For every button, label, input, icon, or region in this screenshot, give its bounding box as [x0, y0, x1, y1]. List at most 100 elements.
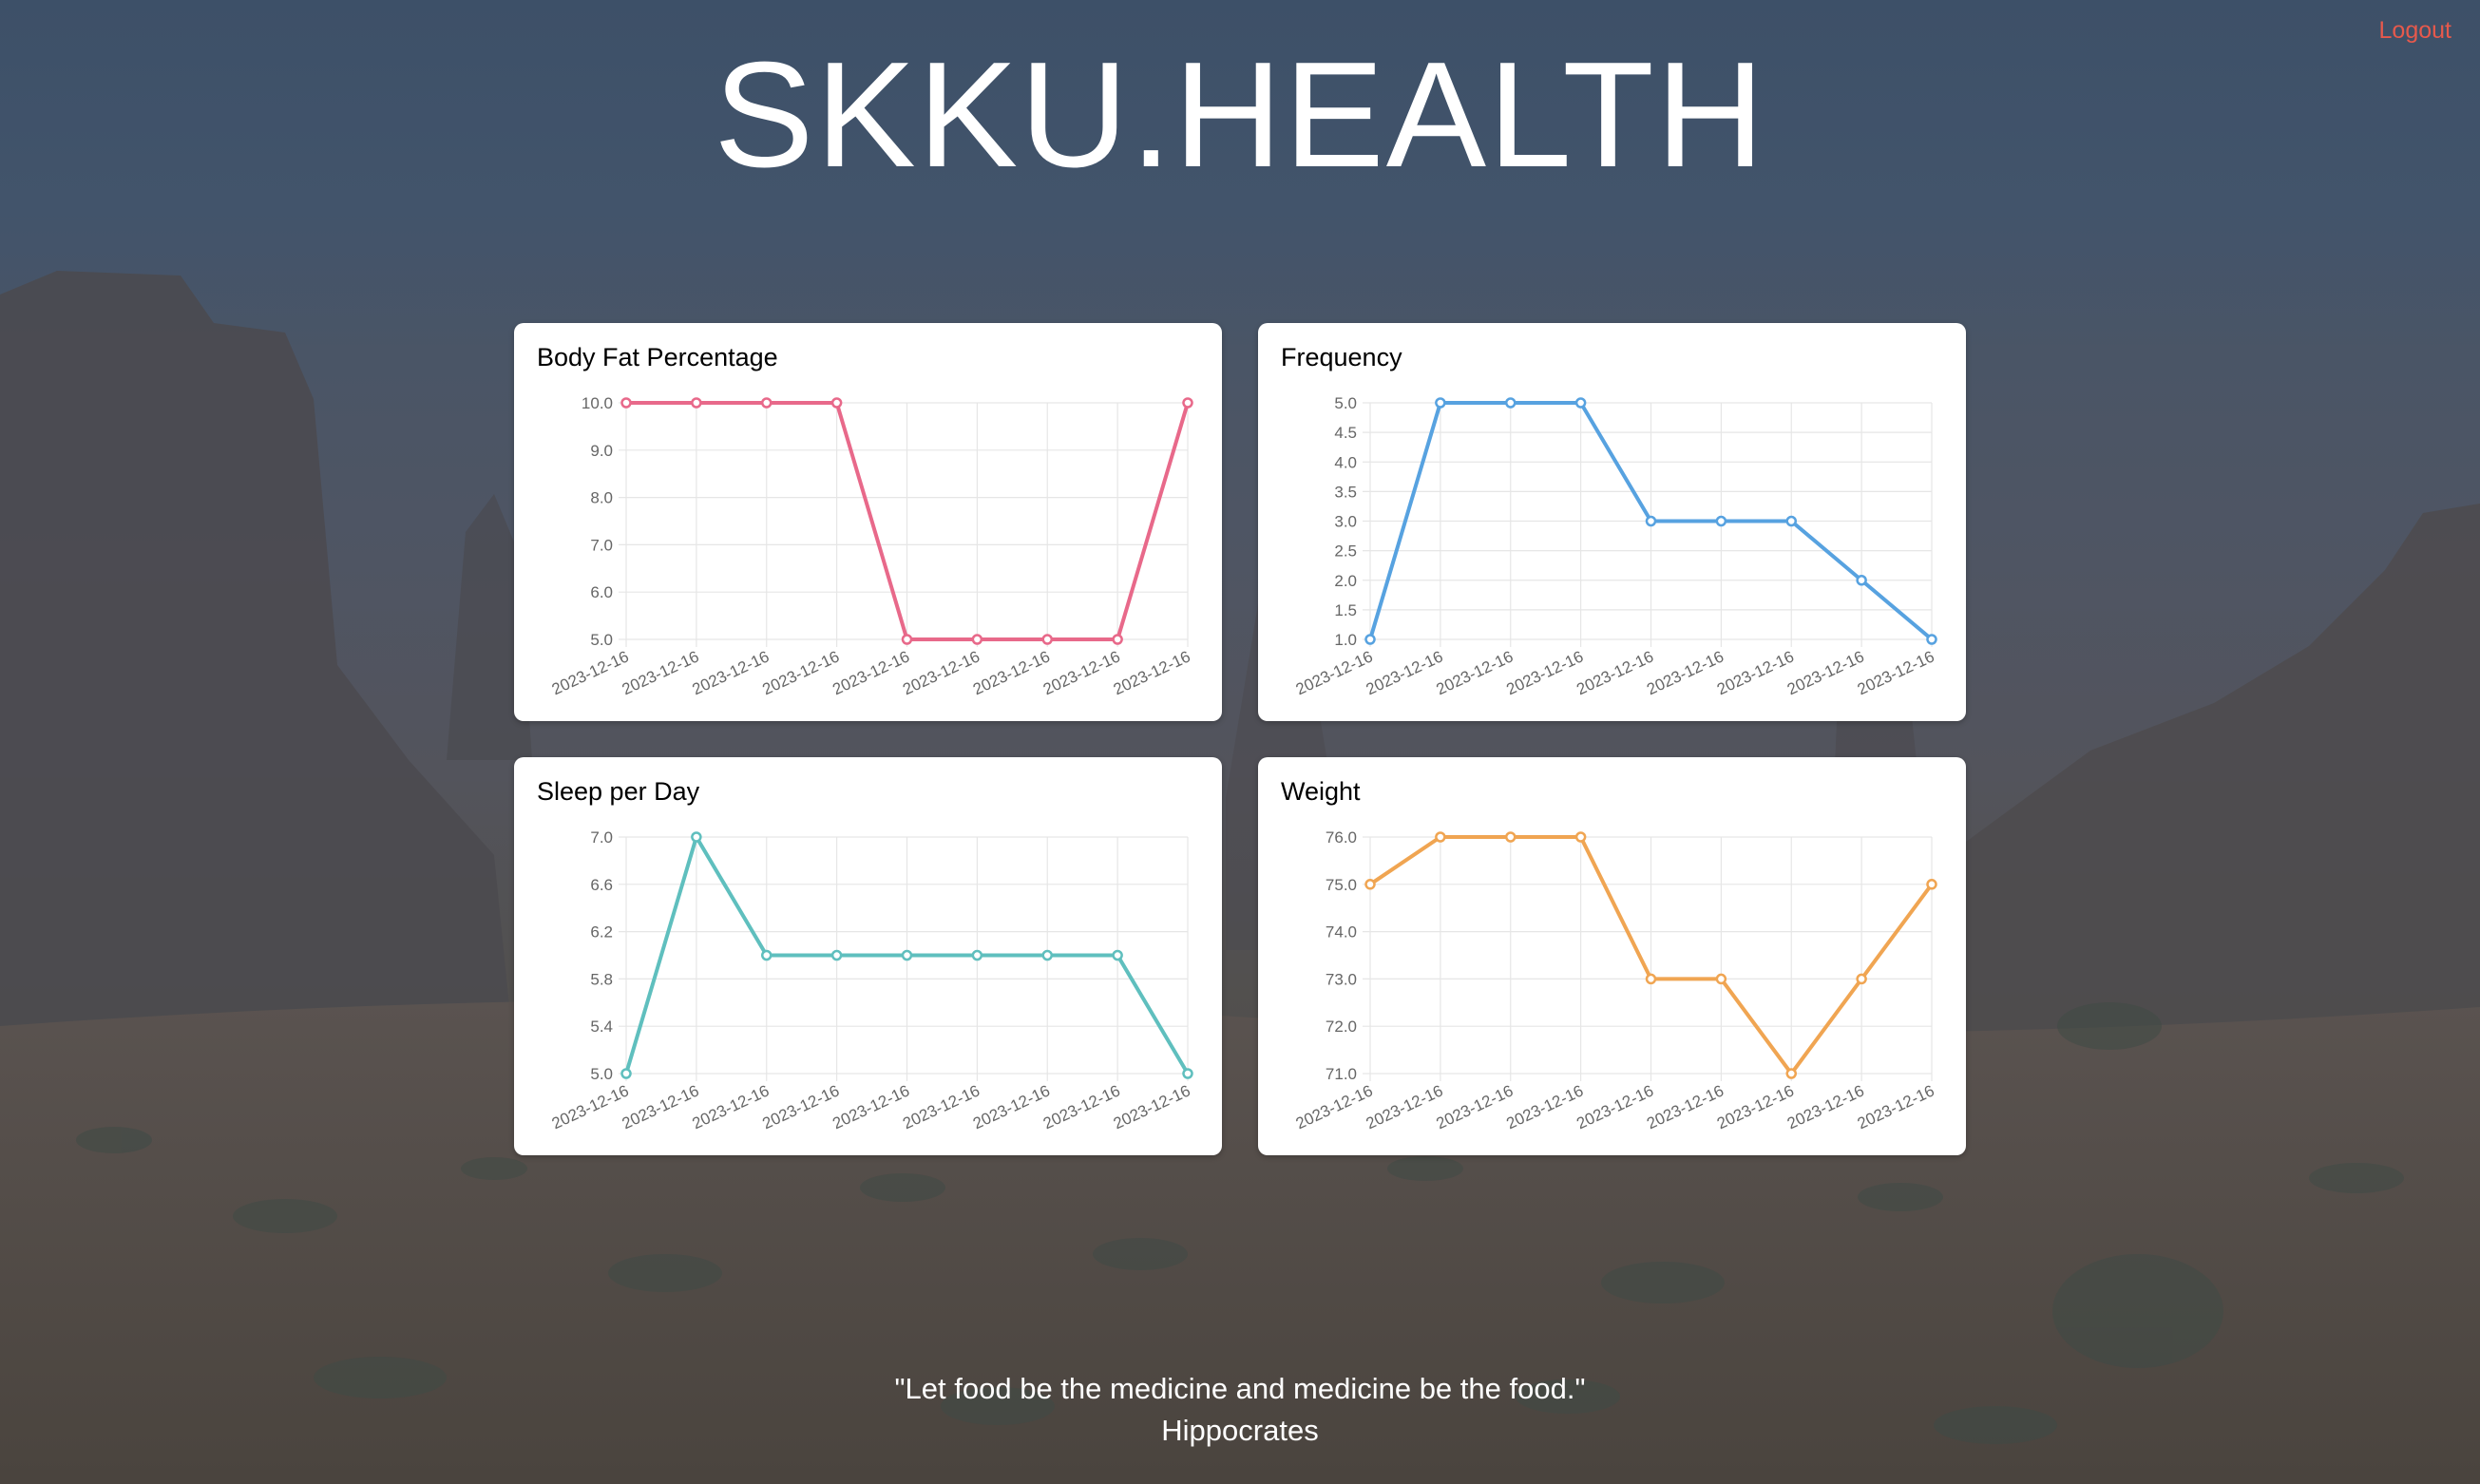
y-tick-label: 8.0: [590, 489, 613, 507]
y-tick-label: 3.5: [1334, 483, 1357, 501]
x-tick-label: 2023-12-16: [1293, 1081, 1376, 1132]
data-point[interactable]: [1435, 831, 1446, 843]
y-tick-label: 4.5: [1334, 424, 1357, 442]
data-point[interactable]: [1112, 949, 1123, 961]
sleep-chart-title: Sleep per Day: [537, 777, 700, 806]
data-point[interactable]: [761, 949, 773, 961]
x-tick-label: 2023-12-16: [1714, 1081, 1797, 1132]
y-tick-label: 4.0: [1334, 453, 1357, 471]
quote-text: "Let food be the medicine and medicine b…: [894, 1372, 1586, 1405]
y-tick-label: 72.0: [1326, 1018, 1357, 1036]
frequency-line-chart: 1.01.52.02.53.03.54.04.55.02023-12-16202…: [1293, 394, 1937, 698]
data-point[interactable]: [691, 831, 702, 843]
x-tick-label: 2023-12-16: [970, 647, 1053, 698]
data-point[interactable]: [1505, 397, 1517, 409]
data-point[interactable]: [620, 1068, 632, 1079]
data-point[interactable]: [1574, 831, 1587, 843]
x-tick-label: 2023-12-16: [620, 647, 702, 698]
logout-link[interactable]: Logout: [2378, 17, 2451, 44]
x-tick-label: 2023-12-16: [759, 647, 842, 698]
data-point[interactable]: [1041, 949, 1053, 961]
x-tick-label: 2023-12-16: [900, 1081, 982, 1132]
y-tick-label: 75.0: [1326, 876, 1357, 894]
frequency-chart-title: Frequency: [1281, 343, 1402, 371]
y-tick-label: 73.0: [1326, 970, 1357, 988]
y-tick-label: 1.5: [1334, 601, 1357, 619]
y-tick-label: 2.5: [1334, 542, 1357, 561]
data-point[interactable]: [1715, 973, 1727, 985]
x-tick-label: 2023-12-16: [1364, 1081, 1446, 1132]
quote-block: "Let food be the medicine and medicine b…: [0, 1368, 2480, 1452]
data-point[interactable]: [1926, 634, 1937, 645]
data-point[interactable]: [1364, 634, 1376, 645]
y-tick-label: 6.6: [590, 876, 613, 894]
x-tick-label: 2023-12-16: [1040, 1081, 1123, 1132]
data-point[interactable]: [1574, 397, 1587, 409]
sleep-chart-card: Sleep per Day 5.0 5.4 5.8 6.2 6.6 7.0 2023-12-…: [514, 757, 1222, 1155]
x-tick-label: 2023-12-16: [1855, 1081, 1937, 1132]
x-tick-label: 2023-12-16: [1644, 647, 1726, 698]
sleep-line-chart: 5.05.45.86.26.67.02023-12-162023-12-1620…: [549, 828, 1193, 1132]
data-point[interactable]: [1645, 515, 1657, 527]
y-tick-label: 74.0: [1326, 923, 1357, 942]
data-point[interactable]: [1364, 879, 1376, 890]
x-tick-label: 2023-12-16: [1503, 647, 1586, 698]
data-point[interactable]: [971, 634, 983, 645]
x-tick-label: 2023-12-16: [1111, 647, 1193, 698]
data-point[interactable]: [1785, 515, 1797, 527]
data-point[interactable]: [691, 397, 702, 409]
data-point[interactable]: [830, 397, 843, 409]
x-tick-label: 2023-12-16: [1503, 1081, 1586, 1132]
data-point[interactable]: [1715, 515, 1727, 527]
data-point[interactable]: [761, 397, 773, 409]
data-point[interactable]: [1856, 575, 1867, 586]
data-point[interactable]: [901, 949, 913, 961]
y-tick-label: 6.0: [590, 583, 613, 601]
y-tick-label: 7.0: [590, 536, 613, 554]
data-point[interactable]: [1435, 397, 1446, 409]
x-tick-label: 2023-12-16: [1714, 647, 1797, 698]
y-tick-label: 5.0: [590, 631, 613, 649]
data-point[interactable]: [1856, 973, 1867, 985]
data-point[interactable]: [1645, 973, 1657, 985]
x-tick-label: 2023-12-16: [620, 1081, 702, 1132]
data-point[interactable]: [620, 397, 632, 409]
y-tick-label: 76.0: [1326, 828, 1357, 847]
site-title: SKKU.HEALTH: [714, 31, 1766, 199]
data-point[interactable]: [1926, 879, 1937, 890]
data-point[interactable]: [901, 634, 913, 645]
data-point[interactable]: [830, 949, 843, 961]
data-point[interactable]: [1041, 634, 1053, 645]
x-tick-label: 2023-12-16: [1644, 1081, 1726, 1132]
x-tick-label: 2023-12-16: [1293, 647, 1376, 698]
x-tick-label: 2023-12-16: [1040, 647, 1123, 698]
x-tick-label: 2023-12-16: [1111, 1081, 1193, 1132]
x-tick-label: 2023-12-16: [549, 647, 632, 698]
body-fat-chart-card: Body Fat Percentage 5.0 6.0 7.0 8.0 9.0 10.0 2…: [514, 323, 1222, 721]
y-tick-label: 5.0: [590, 1065, 613, 1083]
x-tick-label: 2023-12-16: [830, 1081, 912, 1132]
x-tick-label: 2023-12-16: [1364, 647, 1446, 698]
x-tick-label: 2023-12-16: [900, 647, 982, 698]
data-point[interactable]: [1182, 1068, 1193, 1079]
y-tick-label: 10.0: [582, 394, 613, 412]
x-tick-label: 2023-12-16: [1434, 647, 1517, 698]
y-tick-label: 5.8: [590, 970, 613, 988]
x-tick-label: 2023-12-16: [549, 1081, 632, 1132]
y-tick-label: 3.0: [1334, 513, 1357, 531]
data-point[interactable]: [1785, 1068, 1797, 1079]
data-point[interactable]: [971, 949, 983, 961]
x-tick-label: 2023-12-16: [1784, 1081, 1867, 1132]
x-tick-label: 2023-12-16: [830, 647, 912, 698]
body-fat-line-chart: 5.06.07.08.09.010.02023-12-162023-12-162…: [549, 394, 1193, 698]
data-point[interactable]: [1112, 634, 1123, 645]
weight-chart-title: Weight: [1281, 777, 1361, 806]
weight-chart-card: Weight 71.0 72.0 73.0 74.0 75.0 76.0 2023-12-1…: [1258, 757, 1966, 1155]
data-point[interactable]: [1505, 831, 1517, 843]
y-tick-label: 7.0: [590, 828, 613, 847]
data-point[interactable]: [1182, 397, 1193, 409]
y-tick-label: 2.0: [1334, 572, 1357, 590]
body-fat-chart-title: Body Fat Percentage: [537, 343, 778, 371]
x-tick-label: 2023-12-16: [1784, 647, 1867, 698]
